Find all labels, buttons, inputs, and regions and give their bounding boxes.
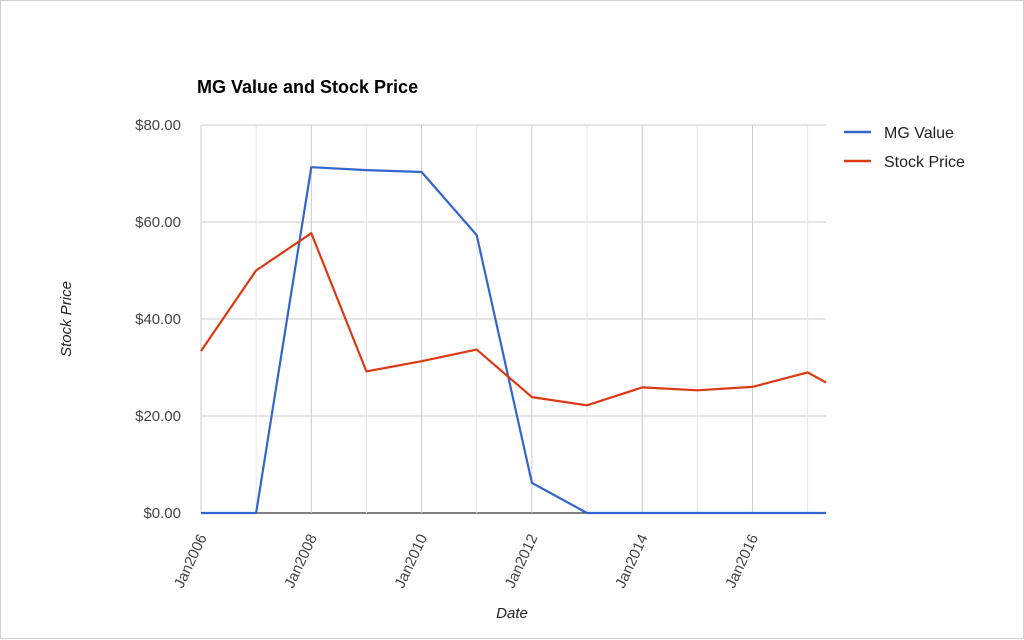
legend: MG Value Stock Price xyxy=(844,125,965,171)
x-tick-label: Jan2016 xyxy=(722,532,762,591)
y-tick-label: $0.00 xyxy=(143,505,181,522)
series-line-mg-value xyxy=(201,167,826,513)
y-tick-label: $80.00 xyxy=(135,117,181,134)
x-axis-title: Date xyxy=(496,605,528,622)
x-tick-label: Jan2010 xyxy=(391,532,431,591)
y-tick-label: $20.00 xyxy=(135,408,181,425)
y-tick-label: $60.00 xyxy=(135,214,181,231)
legend-label: MG Value xyxy=(884,125,954,142)
x-tick-label: Jan2006 xyxy=(171,532,211,591)
x-tick-label: Jan2008 xyxy=(281,532,321,591)
x-tick-label: Jan2012 xyxy=(502,532,542,591)
grid-layer xyxy=(201,125,826,513)
x-axis-ticks: Jan2006 Jan2008 Jan2010 Jan2012 Jan2014 Jan20… xyxy=(171,532,762,591)
x-tick-label: Jan2014 xyxy=(612,532,652,591)
y-axis-title: Stock Price xyxy=(58,281,75,357)
chart-title: MG Value and Stock Price xyxy=(197,77,418,97)
series-layer xyxy=(201,167,826,513)
y-tick-label: $40.00 xyxy=(135,311,181,328)
legend-label: Stock Price xyxy=(884,154,965,171)
y-axis-ticks: $0.00 $20.00 $40.00 $60.00 $80.00 xyxy=(135,117,181,522)
